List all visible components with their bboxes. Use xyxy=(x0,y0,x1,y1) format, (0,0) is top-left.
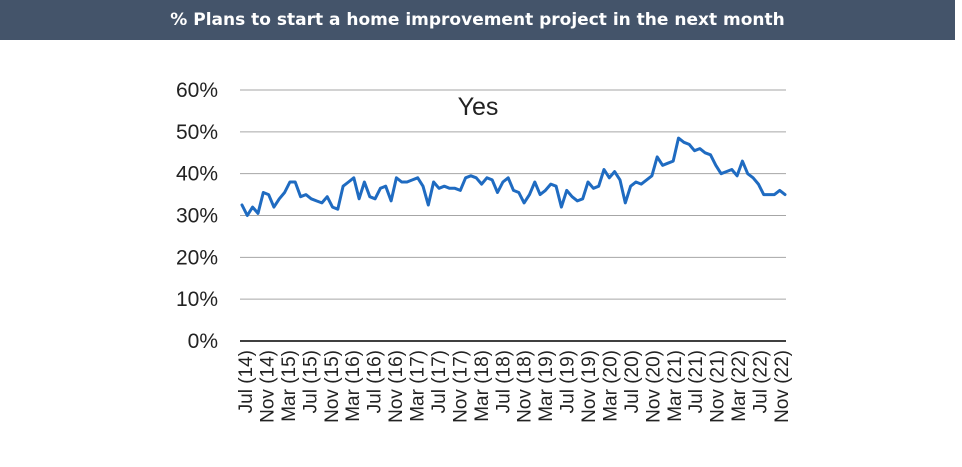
x-tick-label: Nov (19) xyxy=(579,350,600,423)
x-tick-label: Mar (18) xyxy=(472,350,493,422)
x-tick-label: Jul (16) xyxy=(365,350,386,413)
x-tick-label: Mar (21) xyxy=(665,350,686,422)
x-tick-label: Nov (21) xyxy=(708,350,729,423)
series-label-yes: Yes xyxy=(458,93,499,121)
x-tick-label: Nov (14) xyxy=(257,350,278,423)
y-axis-tick-labels: 60% 50% 40% 30% 20% 10% 0% xyxy=(176,79,218,353)
gridlines xyxy=(240,89,786,342)
x-tick-label: Nov (22) xyxy=(772,350,793,423)
y-tick-label: 20% xyxy=(176,246,218,269)
x-tick-label: Mar (16) xyxy=(343,350,364,422)
x-tick-label: Mar (17) xyxy=(408,350,429,422)
y-tick-label: 10% xyxy=(176,288,218,311)
x-tick-label: Jul (14) xyxy=(236,350,257,413)
y-tick-label: 0% xyxy=(188,330,218,353)
x-tick-label: Nov (16) xyxy=(386,350,407,423)
x-tick-label: Mar (22) xyxy=(729,350,750,422)
x-tick-label: Nov (17) xyxy=(450,350,471,423)
y-tick-label: 30% xyxy=(176,205,218,228)
x-tick-label: Nov (18) xyxy=(515,350,536,423)
x-tick-label: Jul (17) xyxy=(429,350,450,413)
x-tick-label: Mar (15) xyxy=(279,350,300,422)
x-tick-label: Nov (15) xyxy=(322,350,343,423)
x-axis-tick-labels: Jul (14) Nov (14) Mar (15) Jul (15) Nov (15)… xyxy=(236,350,793,423)
x-tick-label: Nov (20) xyxy=(643,350,664,423)
x-tick-label: Jul (20) xyxy=(622,350,643,413)
y-tick-label: 40% xyxy=(176,163,218,186)
x-tick-label: Jul (22) xyxy=(751,350,772,413)
x-tick-label: Jul (21) xyxy=(686,350,707,413)
x-tick-label: Jul (19) xyxy=(558,350,579,413)
series-line-yes xyxy=(240,136,787,217)
line-chart: 60%50%40%30%20%10%0% Jul (14) Nov (14) Mar… xyxy=(176,79,793,423)
chart-title: % Plans to start a home improvement proj… xyxy=(0,0,955,40)
y-tick-label: 50% xyxy=(176,121,218,144)
x-tick-label: Mar (19) xyxy=(536,350,557,422)
x-tick-label: Jul (15) xyxy=(300,350,321,413)
y-tick-label: 60% xyxy=(176,79,218,102)
x-tick-label: Jul (18) xyxy=(493,350,514,413)
x-tick-label: Mar (20) xyxy=(600,350,621,422)
